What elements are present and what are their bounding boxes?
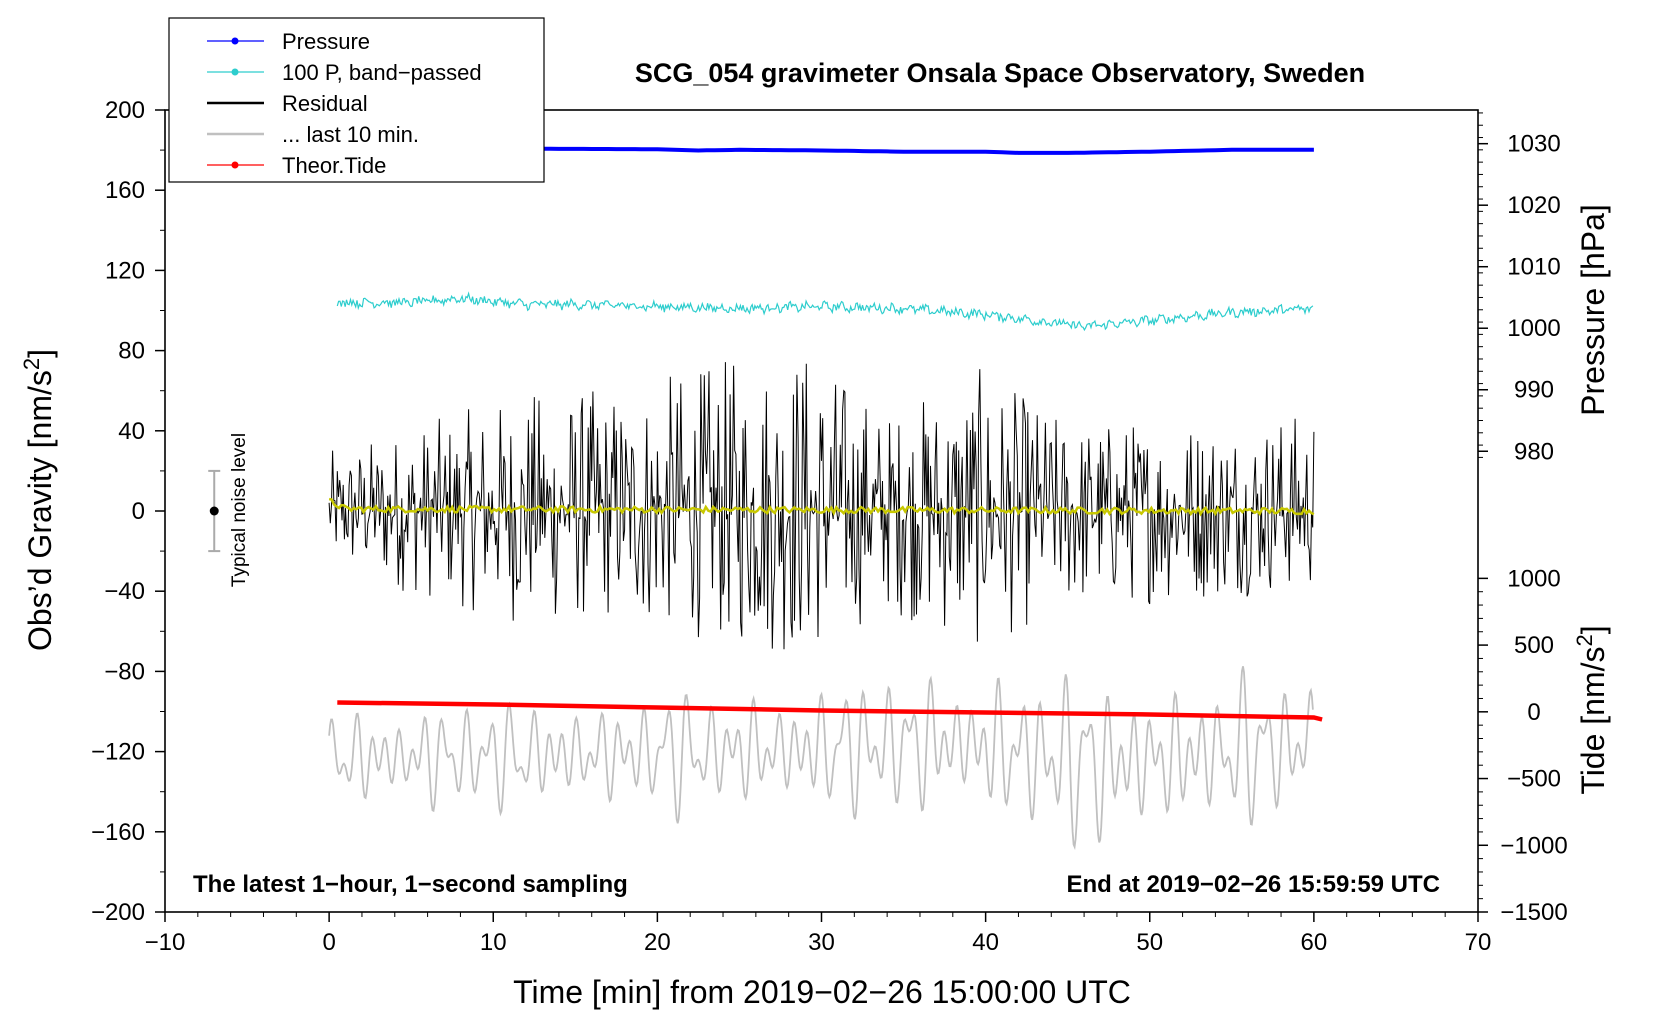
y-tick-label: −120 xyxy=(91,739,145,766)
pressure-tick-label: 1030 xyxy=(1507,131,1560,158)
x-tick-label: 0 xyxy=(322,929,335,956)
y-tick-label: 160 xyxy=(105,177,145,204)
y-tick-label: −40 xyxy=(104,578,145,605)
pressure-tick-label: 980 xyxy=(1514,438,1554,465)
legend-swatch-marker xyxy=(231,68,239,76)
chart-dynamic-layer: −10 0 10 20 30 40 50 60 7020016012080400−40−80−1… xyxy=(91,97,1568,956)
y-axis-label-sup: 2 xyxy=(19,358,44,370)
legend-label: ... last 10 min. xyxy=(282,122,419,147)
y-axis-label: Obs’d Gravity [nm/s2] xyxy=(19,349,58,651)
y-tick-label: −160 xyxy=(91,819,145,846)
tide-tick-label: 0 xyxy=(1527,699,1540,726)
x-tick-label: 30 xyxy=(808,929,835,956)
tide-tick-label: 500 xyxy=(1514,632,1554,659)
annotation-left: The latest 1−hour, 1−second sampling xyxy=(193,871,628,898)
series-smoothed-line xyxy=(328,497,1315,517)
x-tick-label: 50 xyxy=(1136,929,1163,956)
legend-label: Pressure xyxy=(282,29,370,54)
tide-tick-label: −500 xyxy=(1507,766,1561,793)
x-tick-label: 70 xyxy=(1465,929,1492,956)
tide-axis-label-main: Tide [nm/s xyxy=(1575,646,1611,794)
series-residual-line xyxy=(328,362,1315,650)
pressure-tick-label: 990 xyxy=(1514,377,1554,404)
legend-label: Residual xyxy=(282,91,368,116)
y-axis-label-main: Obs’d Gravity [nm/s xyxy=(22,370,58,651)
y-tick-label: −200 xyxy=(91,899,145,926)
x-tick-label: 60 xyxy=(1301,929,1328,956)
series-theor-tide-line xyxy=(337,700,1323,722)
chart-title: SCG_054 gravimeter Onsala Space Observat… xyxy=(635,58,1365,88)
noise-level-dot xyxy=(209,506,219,516)
y-tick-label: 120 xyxy=(105,257,145,284)
pressure-tick-label: 1020 xyxy=(1507,192,1560,219)
legend: Pressure 100 P, band−passed Residual ... la… xyxy=(168,17,545,183)
legend-label: Theor.Tide xyxy=(282,153,386,178)
legend-label: 100 P, band−passed xyxy=(282,60,482,85)
y-tick-label: 200 xyxy=(105,97,145,124)
y-tick-label: −80 xyxy=(104,658,145,685)
x-tick-label: 20 xyxy=(644,929,671,956)
y-axis-label-close: ] xyxy=(22,349,58,358)
x-tick-label: 10 xyxy=(480,929,507,956)
series-band-passed-line xyxy=(336,291,1314,332)
x-tick-label: −10 xyxy=(145,929,186,956)
legend-swatch-marker xyxy=(231,161,239,169)
pressure-tick-label: 1010 xyxy=(1507,254,1560,281)
x-tick-label: 40 xyxy=(972,929,999,956)
x-axis-label: Time [min] from 2019−02−26 15:00:00 UTC xyxy=(513,974,1131,1010)
pressure-tick-label: 1000 xyxy=(1507,315,1560,342)
legend-swatch-marker xyxy=(231,37,239,45)
annotation-right: End at 2019−02−26 15:59:59 UTC xyxy=(1066,871,1440,898)
tide-tick-label: −1000 xyxy=(1500,832,1567,859)
tide-tick-label: −1500 xyxy=(1500,899,1567,926)
legend-items: Pressure 100 P, band−passed Residual ... la… xyxy=(207,29,482,178)
legend-box xyxy=(168,17,545,183)
tide-axis-label-sup: 2 xyxy=(1572,634,1597,646)
noise-level-label: Typical noise level xyxy=(229,433,250,587)
pressure-axis-label: Pressure [hPa] xyxy=(1575,204,1611,416)
series-last-10-min-line xyxy=(328,666,1314,851)
y-tick-label: 0 xyxy=(132,498,145,525)
tide-axis-label: Tide [nm/s2] xyxy=(1572,625,1611,794)
tide-tick-label: 1000 xyxy=(1507,565,1560,592)
y-tick-label: 40 xyxy=(118,418,145,445)
y-tick-label: 80 xyxy=(118,338,145,365)
tide-axis-label-close: ] xyxy=(1575,625,1611,634)
